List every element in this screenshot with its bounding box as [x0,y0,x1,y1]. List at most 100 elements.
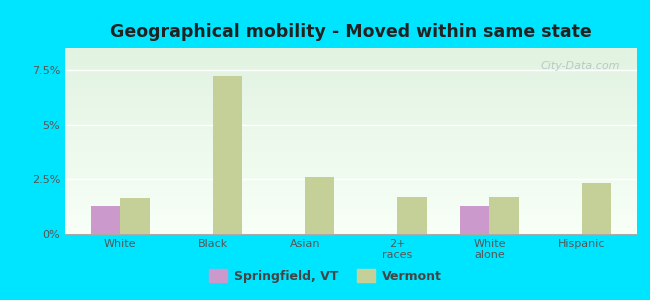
Bar [65,48,637,50]
Bar [65,169,637,171]
Bar [65,128,637,130]
Bar [65,61,637,63]
Bar [65,132,637,134]
Bar [65,80,637,82]
Bar [65,93,637,94]
Bar [65,143,637,145]
Bar [65,189,637,191]
Bar [65,139,637,141]
Bar [65,117,637,119]
Bar [65,104,637,106]
Bar [65,225,637,226]
Bar [65,141,637,143]
Bar [91,206,120,234]
Bar [65,107,637,110]
Bar [65,186,637,188]
Bar [65,215,637,217]
Bar [65,223,637,225]
Bar [65,100,637,102]
Bar [65,87,637,89]
Bar [65,219,637,221]
Bar [65,74,637,76]
Bar [65,208,637,210]
Bar [65,217,637,219]
Bar [65,163,637,165]
Bar [65,204,637,206]
Bar [65,56,637,57]
Bar [460,206,489,234]
Bar [65,83,637,85]
Bar [213,76,242,234]
Bar [65,176,637,178]
Bar [65,54,637,56]
Bar [65,232,637,234]
Bar [582,183,611,234]
Bar [65,91,637,93]
Bar [65,212,637,214]
Bar [65,67,637,68]
Bar [65,63,637,65]
Bar [65,154,637,156]
Bar [65,94,637,96]
Title: Geographical mobility - Moved within same state: Geographical mobility - Moved within sam… [110,23,592,41]
Bar [65,57,637,59]
Bar [65,106,637,107]
Bar [65,148,637,150]
Bar [65,122,637,124]
Bar [120,198,150,234]
Bar [65,124,637,126]
Bar [65,145,637,147]
Bar [65,119,637,121]
Bar [489,197,519,234]
Bar [65,202,637,204]
Bar [65,134,637,135]
Bar [65,175,637,176]
Bar [65,188,637,189]
Bar [65,184,637,186]
Bar [65,89,637,91]
Bar [65,102,637,104]
Bar [65,115,637,117]
Bar [65,111,637,113]
Bar [65,113,637,115]
Bar [65,191,637,193]
Bar [65,156,637,158]
Bar [65,59,637,61]
Bar [65,98,637,100]
Bar [65,182,637,184]
Bar [65,121,637,122]
Bar [65,172,637,175]
Bar [65,221,637,223]
Bar [65,126,637,128]
Bar [65,68,637,70]
Bar [65,193,637,195]
Bar [397,197,426,234]
Bar [65,50,637,52]
Bar [65,165,637,167]
Bar [65,130,637,132]
Text: City-Data.com: City-Data.com [540,61,620,71]
Bar [65,197,637,199]
Bar [65,82,637,83]
Bar [65,160,637,161]
Bar [65,70,637,72]
Bar [65,137,637,139]
Bar [65,226,637,228]
Bar [65,76,637,78]
Bar [65,158,637,160]
Bar [65,228,637,230]
Bar [65,161,637,163]
Bar [65,210,637,212]
Bar [65,167,637,169]
Bar [305,177,334,234]
Bar [65,178,637,180]
Bar [65,147,637,148]
Bar [65,152,637,154]
Bar [65,65,637,67]
Bar [65,180,637,182]
Bar [65,135,637,137]
Bar [65,96,637,98]
Bar [65,195,637,197]
Bar [65,78,637,80]
Bar [65,171,637,172]
